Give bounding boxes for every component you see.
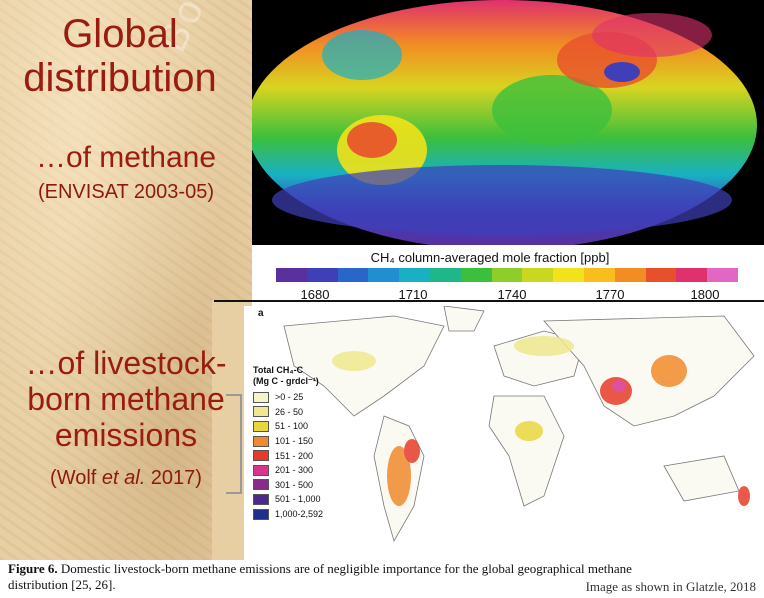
scale-tick-1770: 1770	[595, 287, 625, 302]
title-line-1: Global	[62, 12, 178, 56]
scale-swatch-9	[522, 268, 554, 282]
legend-row: 1,000-2,592	[253, 507, 333, 522]
subtitle-livestock-line-1: …of livestock-	[25, 345, 227, 381]
subtitle-livestock-line-3: emissions	[54, 417, 198, 453]
satellite-legend-title: CH₄ column-averaged mole fraction [ppb]	[370, 250, 610, 265]
scale-tick-1740: 1740	[497, 287, 527, 302]
parchment-background	[0, 0, 252, 560]
legend-label: 101 - 150	[275, 436, 314, 447]
legend-label: 151 - 200	[275, 450, 314, 461]
legend-row: 51 - 100	[253, 419, 333, 434]
legend-swatch	[253, 493, 269, 505]
scale-swatch-15	[707, 268, 738, 282]
legend-label: 201 - 300	[275, 465, 314, 476]
livestock-legend-title-line-1: Total CH₄-C	[253, 365, 304, 375]
scale-tick-1800: 1800	[690, 287, 720, 302]
satellite-color-scale	[276, 268, 738, 282]
livestock-legend-title-line-2: (Mg C - grdcl⁻¹)	[253, 376, 319, 386]
scale-swatch-1	[276, 268, 307, 282]
legend-swatch	[253, 508, 269, 520]
scale-tick-1710: 1710	[398, 287, 428, 302]
legend-row: 201 - 300	[253, 463, 333, 478]
legend-swatch	[253, 420, 269, 432]
scale-swatch-11	[583, 268, 615, 282]
scale-swatch-5	[399, 268, 430, 282]
caption-text-line-2: distribution [25, 26].	[8, 577, 116, 592]
figure-caption: Figure 6. Domestic livestock-born methan…	[8, 561, 760, 593]
scale-swatch-3	[337, 268, 369, 282]
legend-row: 301 - 500	[253, 478, 333, 493]
scale-swatch-2	[306, 268, 338, 282]
livestock-legend-rows: >0 - 25 26 - 50 51 - 100 101 - 150 151 - 200…	[253, 390, 333, 521]
source-wolf-pre: (Wolf	[50, 467, 102, 489]
legend-swatch	[253, 391, 269, 403]
legend-row: >0 - 25	[253, 390, 333, 405]
caption-text-line-1: Domestic livestock-born methane emission…	[57, 561, 632, 576]
legend-label: 51 - 100	[275, 421, 309, 432]
legend-swatch	[253, 435, 269, 447]
legend-label: 501 - 1,000	[275, 494, 321, 505]
legend-bracket	[226, 394, 242, 494]
figure-label: Figure 6.	[8, 561, 58, 576]
legend-row: 501 - 1,000	[253, 492, 333, 507]
livestock-panel-label: a	[258, 308, 264, 319]
subtitle-methane: …of methane	[35, 141, 217, 174]
legend-label: 26 - 50	[275, 406, 304, 417]
scale-swatch-4	[368, 268, 400, 282]
title-line-2: distribution	[23, 56, 217, 100]
source-envisat: (ENVISAT 2003-05)	[37, 181, 214, 203]
legend-swatch	[253, 406, 269, 418]
image-credit: Image as shown in Glatzle, 2018	[585, 579, 756, 594]
satellite-methane-map	[252, 0, 764, 245]
satellite-map-image	[252, 0, 757, 245]
livestock-methane-map: a	[244, 306, 764, 560]
source-wolf-post: 2017)	[145, 467, 202, 489]
scale-tick-1680: 1680	[300, 287, 330, 302]
legend-row: 101 - 150	[253, 434, 333, 449]
scale-swatch-7	[460, 268, 492, 282]
scale-swatch-8	[491, 268, 523, 282]
legend-swatch	[253, 479, 269, 491]
subtitle-livestock: …of livestock- born methane emissions	[0, 345, 252, 453]
legend-row: 151 - 200	[253, 448, 333, 463]
livestock-map-image	[283, 306, 755, 543]
slide-title: Global distribution	[0, 12, 240, 100]
scale-swatch-13	[645, 268, 677, 282]
legend-swatch	[253, 464, 269, 476]
legend-label: 1,000-2,592	[275, 509, 324, 520]
legend-swatch	[253, 450, 269, 462]
legend-row: 26 - 50	[253, 405, 333, 420]
scale-swatch-12	[614, 268, 646, 282]
scale-swatch-10	[553, 268, 584, 282]
source-wolf-italic: et al.	[101, 467, 146, 489]
scale-swatch-14	[676, 268, 708, 282]
legend-label: >0 - 25	[275, 392, 304, 403]
livestock-legend: Total CH₄-C (Mg C - grdcl⁻¹) >0 - 25 26 -…	[253, 365, 333, 521]
legend-label: 301 - 500	[275, 479, 314, 490]
subtitle-livestock-line-2: born methane	[27, 381, 225, 417]
section-divider	[214, 300, 764, 302]
livestock-legend-title: Total CH₄-C (Mg C - grdcl⁻¹)	[253, 365, 333, 387]
source-wolf: (Wolf et al. 2017)	[0, 466, 252, 490]
scale-swatch-6	[429, 268, 461, 282]
